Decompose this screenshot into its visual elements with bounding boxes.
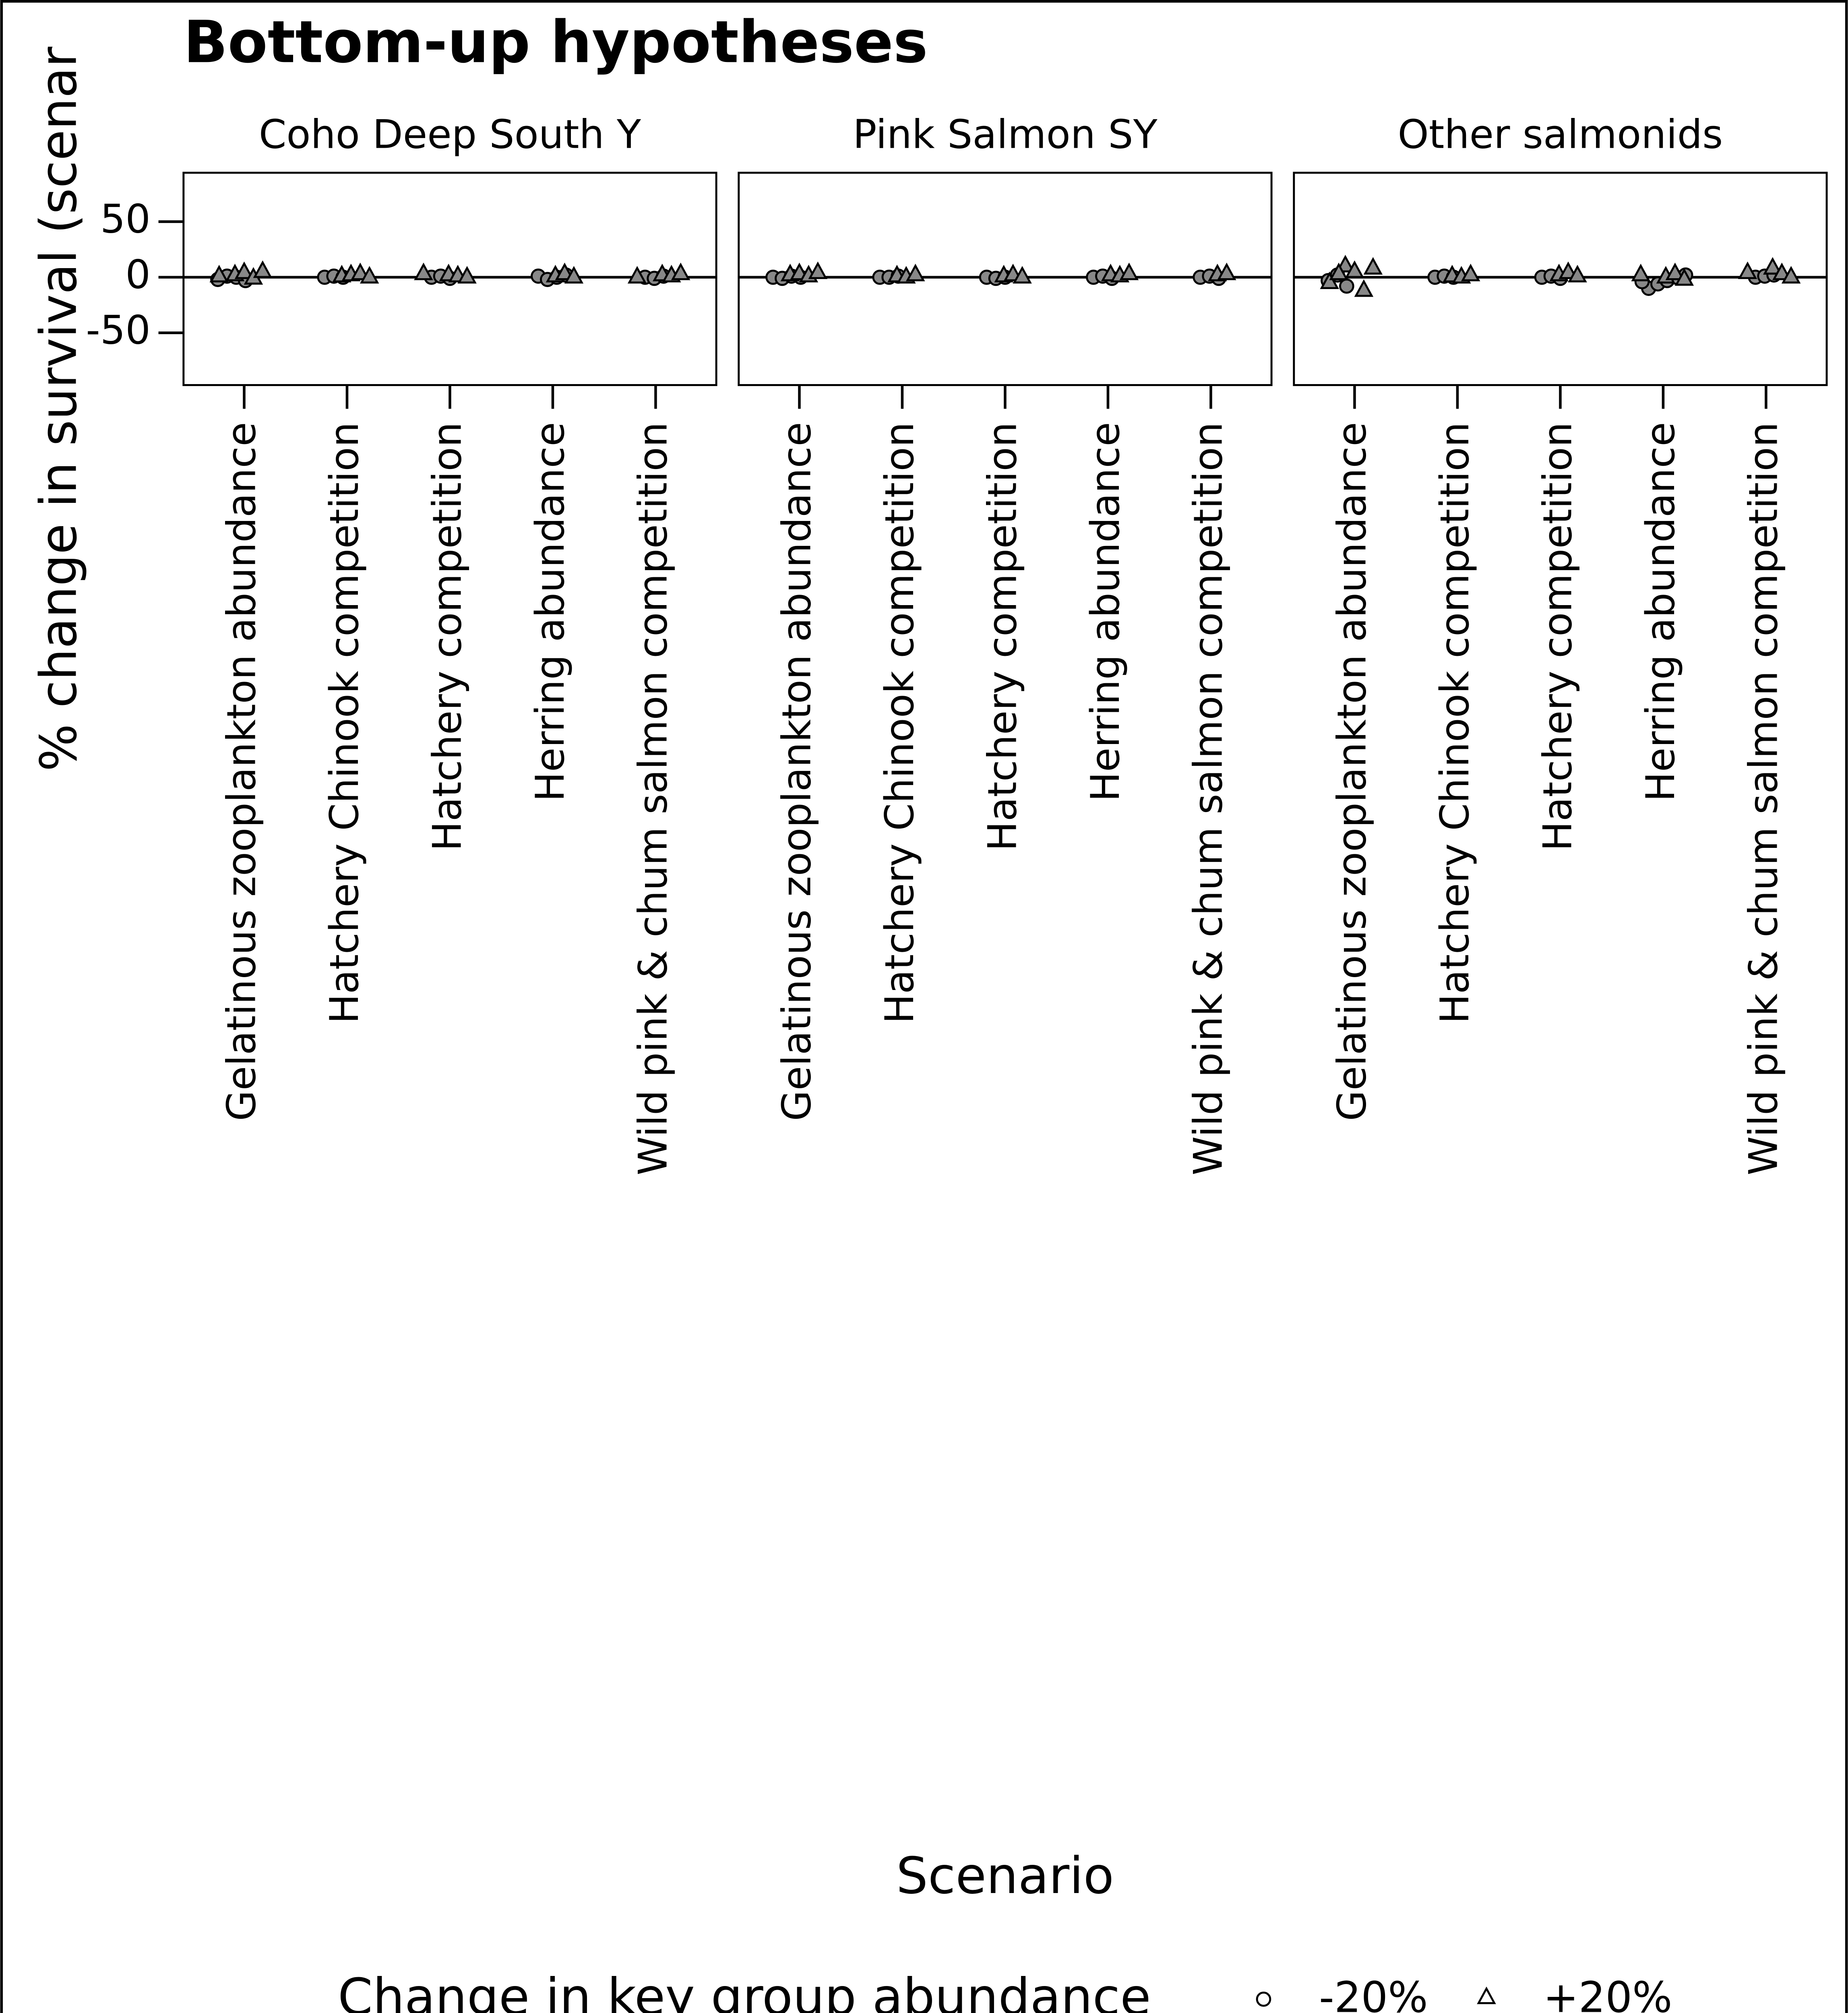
point — [1738, 261, 1757, 279]
point — [360, 266, 379, 284]
x-tick-label: Hatchery competition — [1535, 422, 1581, 851]
point — [1119, 262, 1139, 280]
x-tick-label: Herring abundance — [527, 422, 573, 802]
x-tick-label: Herring abundance — [1083, 422, 1129, 802]
y-tick-label: 50 — [100, 196, 151, 242]
point — [1320, 271, 1339, 289]
point — [253, 260, 273, 278]
legend-marker — [1256, 1991, 1271, 2007]
point — [1217, 262, 1236, 280]
x-tick-label: Wild pink & chum salmon competition — [1741, 422, 1786, 1175]
point — [808, 261, 828, 279]
point — [564, 266, 584, 284]
x-tick-label: Gelatinous zooplankton abundance — [219, 422, 265, 1121]
point — [1363, 257, 1383, 275]
x-tick-label: Wild pink & chum salmon competition — [1185, 422, 1231, 1175]
point — [1631, 264, 1651, 281]
point — [414, 262, 433, 280]
x-tick-label: Hatchery competition — [424, 422, 470, 851]
facet-title: Coho Deep South Y — [259, 112, 641, 157]
y-tick-label: 0 — [125, 252, 151, 298]
point — [1665, 262, 1685, 280]
point — [1568, 265, 1587, 283]
point — [1339, 278, 1354, 294]
y-axis-label: % change in survival (scenar — [30, 46, 88, 771]
x-tick-label: Hatchery Chinook competition — [1432, 422, 1478, 1024]
point — [1781, 266, 1801, 284]
point — [209, 265, 229, 283]
point — [1329, 262, 1348, 280]
chart-title: Bottom-up hypotheses — [184, 8, 928, 76]
point — [1763, 257, 1782, 275]
facet-title: Pink Salmon SY — [853, 112, 1158, 157]
point — [555, 262, 575, 280]
legend-title: Change in key group abundance — [338, 1968, 1151, 2013]
legend-marker — [1477, 1986, 1496, 2004]
x-axis-label: Scenario — [896, 1847, 1114, 1905]
point — [627, 266, 647, 284]
x-tick-label: Hatchery Chinook competition — [322, 422, 368, 1024]
point — [1354, 279, 1374, 297]
y-tick-label: -50 — [86, 308, 150, 353]
point — [905, 264, 925, 281]
point — [1461, 264, 1480, 281]
point — [1559, 261, 1578, 279]
x-tick-label: Gelatinous zooplankton abundance — [1329, 422, 1375, 1121]
x-tick-label: Hatchery competition — [980, 422, 1025, 851]
point — [1674, 268, 1694, 286]
point — [1013, 266, 1032, 284]
legend-label: +20% — [1543, 1973, 1672, 2013]
x-tick-label: Wild pink & chum salmon competition — [630, 422, 676, 1175]
point — [1772, 262, 1792, 280]
point — [1345, 260, 1364, 278]
point — [671, 262, 690, 280]
x-tick-label: Hatchery Chinook competition — [877, 422, 923, 1024]
point — [350, 262, 370, 280]
point — [234, 261, 254, 279]
x-tick-label: Gelatinous zooplankton abundance — [774, 422, 820, 1121]
legend-label: -20% — [1319, 1973, 1428, 2013]
x-tick-label: Herring abundance — [1638, 422, 1684, 802]
facet-title: Other salmonids — [1398, 112, 1723, 157]
point — [457, 266, 477, 284]
